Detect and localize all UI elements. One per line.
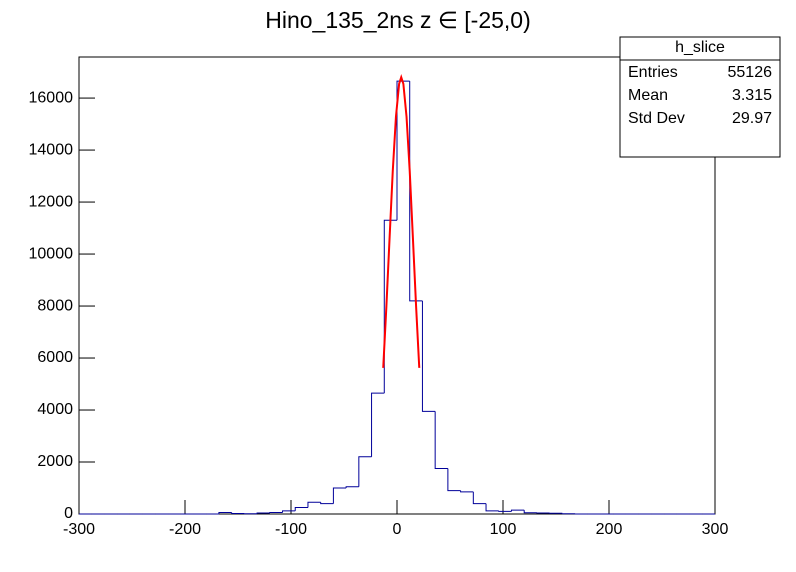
histogram-bin	[345, 486, 359, 489]
stats-key: Mean	[628, 87, 668, 104]
histogram-bin	[561, 513, 576, 515]
y-tick-label: 16000	[29, 89, 74, 106]
y-tick-label: 6000	[37, 349, 73, 366]
histogram-bin	[358, 456, 372, 487]
histogram-bin	[218, 511, 232, 514]
stats-title: h_slice	[675, 39, 725, 56]
y-tick-label: 4000	[37, 401, 73, 418]
histogram-bin	[320, 502, 334, 505]
histogram-bin	[485, 503, 499, 512]
histogram-bin	[371, 392, 385, 457]
histogram-bin	[498, 510, 512, 512]
stats-box: h_slice Entries 55126 Mean 3.315 Std Dev…	[619, 36, 781, 158]
x-tick-label: -300	[63, 521, 95, 538]
histogram-bin	[447, 468, 461, 492]
histogram-bin	[472, 491, 487, 505]
histogram-bin	[523, 510, 537, 514]
stats-frame	[619, 36, 781, 158]
y-tick-label: 10000	[29, 245, 74, 262]
chart-title: Hino_135_2ns z ∈ [-25,0)	[265, 7, 531, 33]
y-tick-label: 14000	[29, 141, 74, 158]
x-tick-label: 200	[596, 521, 623, 538]
histogram-bin	[510, 509, 525, 512]
stats-key: Entries	[628, 64, 678, 81]
histogram-bin	[332, 487, 347, 504]
fit-curve	[382, 74, 421, 368]
stats-value: 3.315	[732, 87, 772, 104]
histogram-bin	[269, 511, 283, 513]
histogram-bin	[282, 510, 296, 513]
stats-value: 29.97	[732, 110, 772, 127]
histogram-bin	[434, 411, 448, 470]
stats-key: Std Dev	[628, 110, 685, 127]
y-tick-label: 12000	[29, 193, 74, 210]
x-tick-label: 300	[702, 521, 729, 538]
y-tick-label: 0	[64, 505, 73, 522]
stats-value: 55126	[728, 64, 773, 81]
histogram-bin	[294, 507, 308, 511]
histogram-bin	[396, 80, 410, 221]
x-tick-label: -100	[275, 521, 307, 538]
histogram-bin	[307, 501, 321, 508]
x-tick-label: 0	[393, 521, 402, 538]
histogram-bin	[231, 512, 245, 514]
histogram-bin	[421, 300, 436, 412]
y-tick-label: 2000	[37, 453, 73, 470]
y-tick-label: 8000	[37, 297, 73, 314]
x-tick-label: -200	[169, 521, 201, 538]
x-tick-label: 100	[490, 521, 517, 538]
histogram-bin	[256, 512, 270, 514]
histogram-bin	[460, 490, 474, 493]
